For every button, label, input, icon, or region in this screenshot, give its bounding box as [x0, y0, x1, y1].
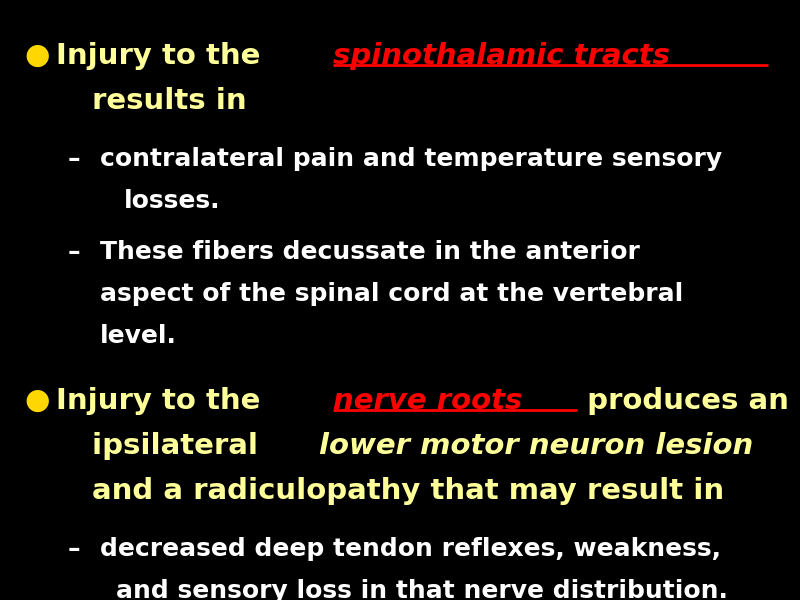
Text: Injury to the: Injury to the: [56, 387, 270, 415]
Text: produces an: produces an: [577, 387, 789, 415]
Text: contralateral pain and temperature sensory: contralateral pain and temperature senso…: [100, 147, 722, 171]
Text: results in: results in: [92, 87, 246, 115]
Text: spinothalamic tracts: spinothalamic tracts: [333, 42, 670, 70]
Text: nerve roots: nerve roots: [333, 387, 522, 415]
Text: –: –: [68, 240, 81, 264]
Text: –: –: [68, 537, 81, 561]
Text: aspect of the spinal cord at the vertebral: aspect of the spinal cord at the vertebr…: [100, 282, 683, 306]
Text: Injury to the: Injury to the: [56, 42, 270, 70]
Text: These fibers decussate in the anterior: These fibers decussate in the anterior: [100, 240, 640, 264]
Text: and a radiculopathy that may result in: and a radiculopathy that may result in: [92, 477, 724, 505]
Text: ipsilateral: ipsilateral: [92, 432, 268, 460]
Text: level.: level.: [100, 324, 177, 348]
Text: and sensory loss in that nerve distribution.: and sensory loss in that nerve distribut…: [116, 579, 728, 600]
Text: ●: ●: [24, 42, 50, 70]
Text: decreased deep tendon reflexes, weakness,: decreased deep tendon reflexes, weakness…: [100, 537, 721, 561]
Text: lower motor neuron lesion: lower motor neuron lesion: [319, 432, 754, 460]
Text: –: –: [68, 147, 81, 171]
Text: losses.: losses.: [124, 189, 221, 213]
Text: ●: ●: [24, 387, 50, 415]
